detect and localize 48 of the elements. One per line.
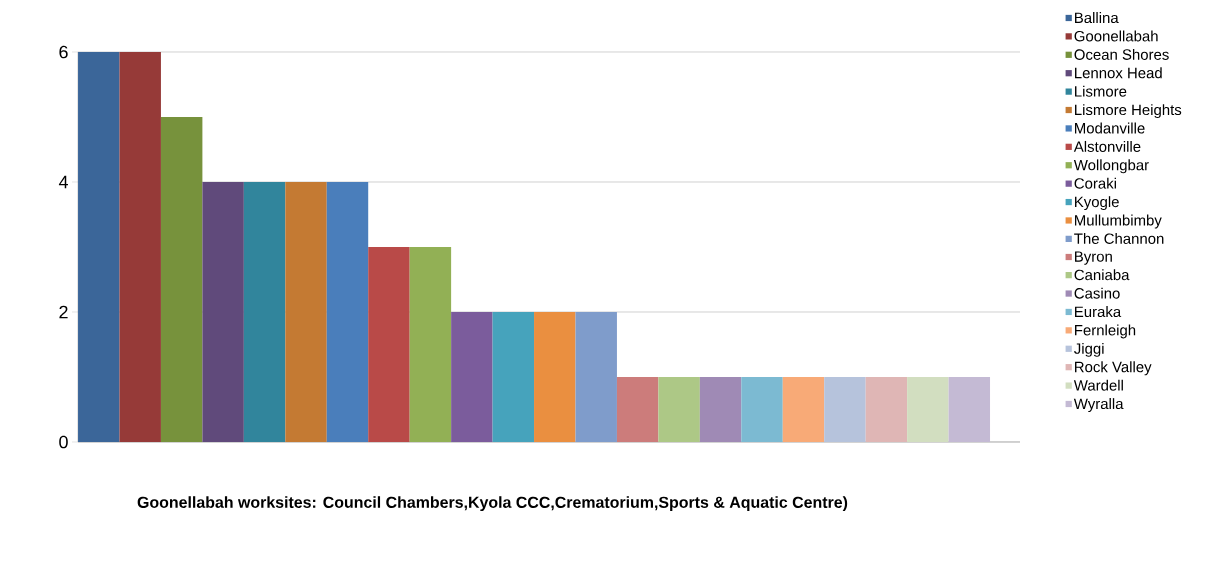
legend-label: Ballina (1075, 12, 1119, 24)
legend-label: Fernleigh (1075, 324, 1136, 339)
bar (865, 376, 908, 442)
bar (907, 376, 949, 442)
bar (534, 311, 576, 442)
legend-label: Byron (1075, 251, 1112, 265)
y-tick-label: 4 (58, 175, 68, 189)
bar (243, 181, 286, 442)
y-tick-label: 0 (59, 435, 68, 449)
bar (202, 181, 244, 442)
legend-label: Casino (1074, 287, 1120, 299)
legend-label: Wollongbar (1073, 159, 1149, 174)
bar (492, 311, 535, 442)
bar (782, 376, 825, 442)
x-axis-title: Goonellabah worksites: Council Chambers,Kyola CCC,Crematorium,Sports & Aquatic Centre) (137, 496, 848, 512)
legend-label: Alstonville (1073, 140, 1141, 152)
bar (119, 51, 161, 442)
bar (451, 311, 493, 442)
legend-label: Goonellabah (1074, 30, 1158, 42)
y-tick-label: 6 (59, 45, 68, 59)
bar (948, 376, 991, 442)
legend-label: Lismore Heights (1075, 104, 1182, 119)
legend-label: Lismore (1075, 85, 1127, 97)
bar (575, 311, 617, 442)
legend-label: Rock Valley (1075, 361, 1152, 376)
bar (409, 246, 452, 442)
legend-label: Kyogle (1075, 196, 1119, 211)
legend-label: Wardell (1073, 379, 1123, 391)
legend-label: Ocean Shores (1074, 48, 1169, 60)
legend-label: Jiggi (1074, 342, 1104, 357)
legend-label: Coraki (1074, 177, 1116, 189)
bar (616, 376, 659, 442)
legend-label: Wyralla (1073, 398, 1124, 413)
legend-label: Modanville (1075, 122, 1145, 134)
legend-label: The Channon (1074, 233, 1164, 244)
bar (326, 181, 369, 442)
y-tick-label: 2 (59, 305, 68, 319)
bar (658, 376, 700, 442)
bar (160, 116, 203, 442)
legend-label: Euraka (1075, 306, 1122, 318)
bar (824, 376, 866, 442)
bar (285, 181, 327, 442)
bar (368, 246, 410, 442)
bar (741, 376, 783, 442)
legend-label: Caniaba (1074, 269, 1130, 281)
legend-label: Mullumbimby (1075, 214, 1162, 229)
legend-label: Lennox Head (1075, 67, 1162, 79)
bar (699, 376, 742, 442)
